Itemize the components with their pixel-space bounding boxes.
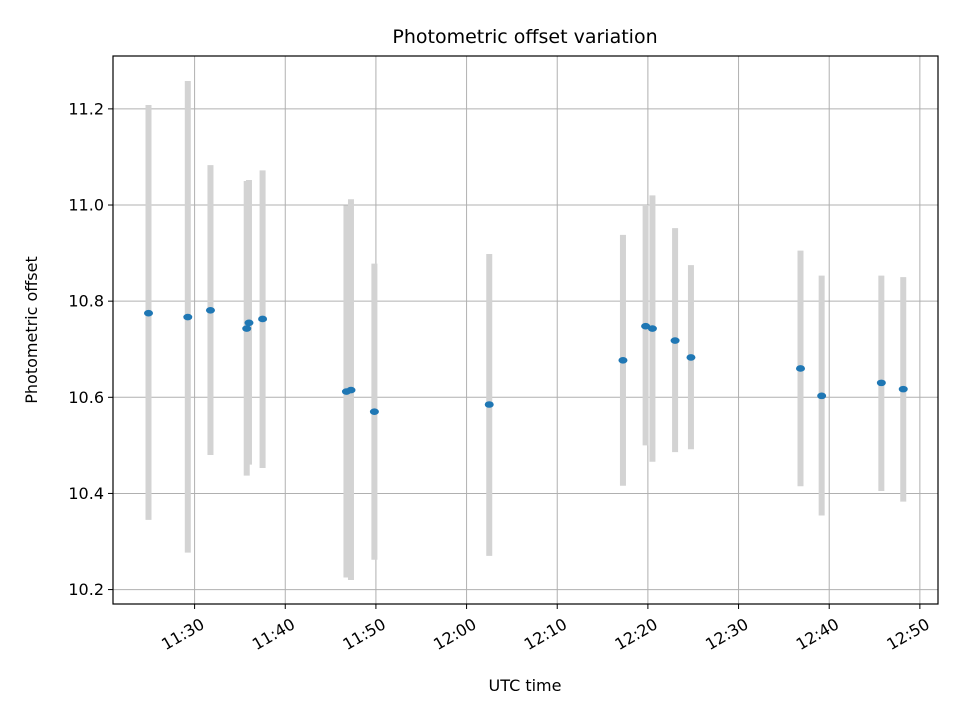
x-tick-label: 12:10 [521, 614, 570, 654]
data-point [369, 408, 379, 416]
y-tick-label: 10.2 [68, 580, 104, 599]
x-tick-label: 11:30 [158, 614, 207, 654]
y-tick-label: 10.8 [68, 292, 104, 311]
grid [113, 56, 938, 604]
y-tick-label: 10.4 [68, 484, 104, 503]
data-point [258, 315, 268, 323]
data-point [796, 365, 805, 372]
data-point [647, 325, 657, 332]
y-tick-label: 10.6 [68, 388, 104, 407]
x-tick-label: 12:30 [702, 614, 751, 654]
data-point [641, 322, 651, 330]
x-tick-label: 11:40 [249, 614, 298, 654]
data-point [618, 356, 628, 364]
y-tick-label: 11.2 [68, 99, 104, 118]
error-bars [145, 80, 907, 580]
x-tick-label: 11:50 [339, 614, 388, 654]
x-tick-label: 12:50 [883, 614, 932, 654]
data-point [183, 313, 193, 321]
x-tick-label: 12:00 [430, 614, 479, 654]
data-point [670, 337, 680, 344]
data-point [244, 319, 254, 327]
x-tick-label: 12:20 [611, 614, 660, 654]
x-axis-label: UTC time [489, 676, 562, 695]
data-points [144, 306, 908, 416]
data-point [346, 386, 356, 394]
plot-frame [112, 55, 939, 605]
y-tick-label: 11.0 [68, 196, 104, 215]
data-point [144, 309, 154, 317]
data-point [817, 392, 827, 400]
chart-title: Photometric offset variation [392, 26, 657, 48]
x-tick-label: 12:40 [793, 614, 842, 654]
data-point [484, 401, 494, 408]
data-point [686, 354, 696, 361]
data-point [876, 379, 886, 387]
data-point [898, 385, 908, 393]
y-axis-label: Photometric offset [22, 256, 41, 404]
data-point [205, 306, 215, 314]
data-point [242, 325, 252, 332]
